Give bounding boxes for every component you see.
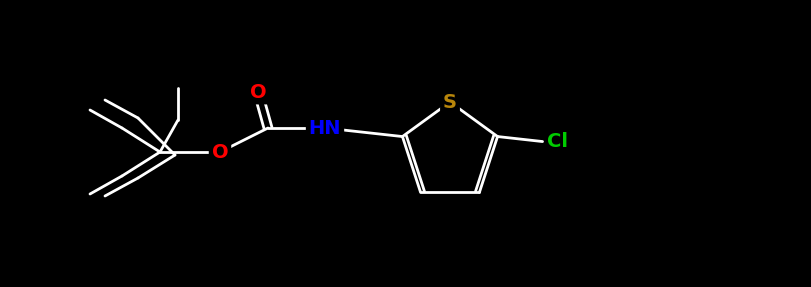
Text: HN: HN (308, 119, 341, 137)
Text: O: O (249, 82, 266, 102)
Text: O: O (212, 143, 228, 162)
Text: Cl: Cl (547, 132, 568, 151)
Text: S: S (443, 92, 457, 112)
